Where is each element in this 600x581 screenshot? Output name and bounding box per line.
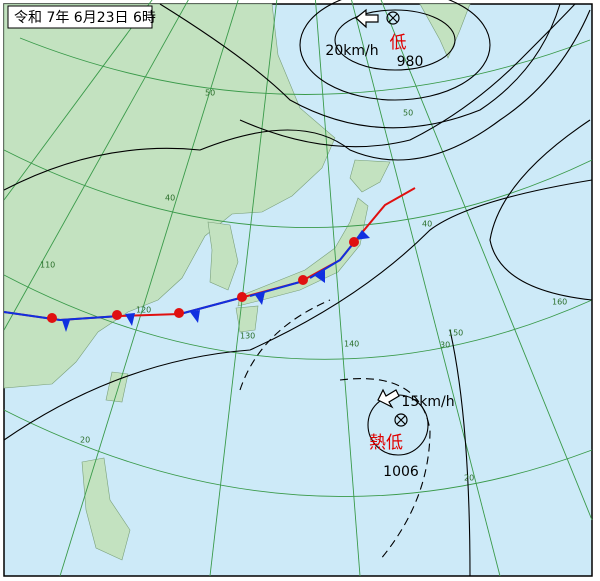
system-pressure: 1006 xyxy=(383,464,419,480)
lat-label: 30 xyxy=(440,341,450,350)
lat-label: 50 xyxy=(205,89,215,98)
system-label: 熱低 xyxy=(369,433,403,453)
isobars xyxy=(3,0,593,577)
lon-label: 110 xyxy=(40,261,55,270)
lon-label: 130 xyxy=(240,332,255,341)
lat-label: 20 xyxy=(80,436,90,445)
center-marks xyxy=(386,11,408,427)
title-box xyxy=(7,5,153,29)
lat-label: 40 xyxy=(422,220,432,229)
system-label: 低 xyxy=(390,33,407,53)
motion-arrows xyxy=(355,8,400,409)
map-title: 令和 7年 6月23日 6時 xyxy=(14,10,156,26)
lat-label: 50 xyxy=(403,109,413,118)
system-speed: 15km/h xyxy=(401,394,454,410)
lon-label: 140 xyxy=(344,340,359,349)
lon-label: 160 xyxy=(552,298,567,307)
graticule xyxy=(3,0,593,577)
lon-label: 120 xyxy=(136,306,151,315)
lon-label: 150 xyxy=(448,329,463,338)
system-speed: 20km/h xyxy=(325,43,378,59)
grid-labels: 50 50 40 40 30 20 20 110 120 130 140 150… xyxy=(40,89,567,483)
system-pressure: 980 xyxy=(397,54,424,70)
front xyxy=(3,187,416,332)
lat-label: 40 xyxy=(165,194,175,203)
lat-label: 20 xyxy=(464,474,474,483)
